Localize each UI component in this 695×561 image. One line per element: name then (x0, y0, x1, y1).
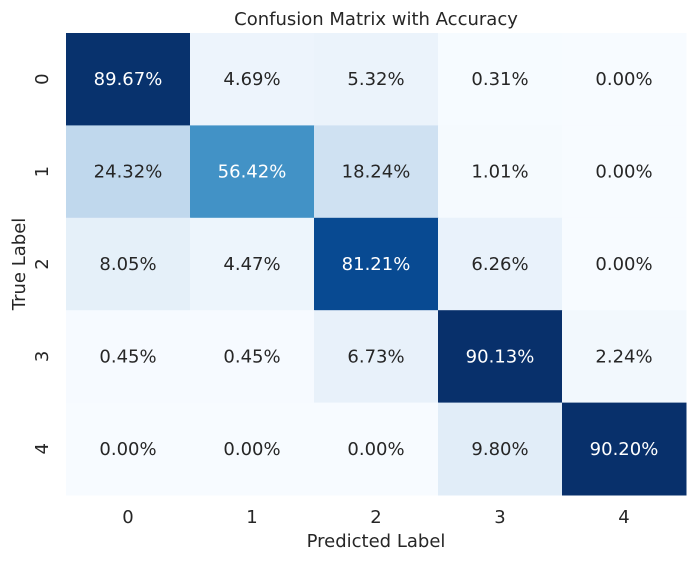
cell-label-r0-c0: 89.67% (94, 69, 163, 90)
cell-label-r1-c2: 18.24% (342, 162, 411, 183)
cell-label-r2-c0: 8.05% (99, 254, 156, 275)
heatmap-cell-r0-c4 (562, 33, 687, 126)
cell-label-r3-c2: 6.73% (347, 346, 404, 367)
cell-label-r0-c4: 0.00% (595, 69, 652, 90)
cell-label-r3-c0: 0.45% (99, 346, 156, 367)
chart-title: Confusion Matrix with Accuracy (234, 9, 518, 30)
y-tick-label: 2 (32, 258, 53, 269)
heatmap-cell-r2-c3 (438, 217, 563, 311)
y-tick-label: 4 (32, 443, 53, 454)
heatmap-cell-r4-c1 (190, 402, 315, 496)
cell-label-r3-c1: 0.45% (223, 346, 280, 367)
cell-label-r1-c4: 0.00% (595, 162, 652, 183)
x-tick-label: 4 (618, 507, 629, 528)
heatmap-cell-r3-c4 (562, 310, 687, 404)
y-axis-label: True Label (9, 218, 30, 312)
cell-label-r1-c0: 24.32% (94, 162, 163, 183)
cell-label-r1-c3: 1.01% (471, 162, 528, 183)
heatmap-cell-r3-c3 (438, 310, 563, 404)
cell-label-r4-c2: 0.00% (347, 439, 404, 460)
heatmap-cell-r3-c2 (314, 310, 439, 404)
cell-label-r4-c3: 9.80% (471, 439, 528, 460)
x-tick-label: 0 (122, 507, 133, 528)
heatmap-cell-r4-c4 (562, 402, 687, 496)
heatmap-cell-r4-c0 (66, 402, 191, 496)
heatmap-cell-r0-c2 (314, 33, 439, 126)
heatmap-cell-r2-c4 (562, 217, 687, 311)
heatmap-cell-r0-c1 (190, 33, 315, 126)
heatmap-cell-r3-c1 (190, 310, 315, 404)
cell-label-r2-c3: 6.26% (471, 254, 528, 275)
heatmap-cell-r1-c1 (190, 125, 315, 219)
heatmap-cell-r2-c1 (190, 217, 315, 311)
y-axis-ticks: 0 1 2 3 4 (32, 73, 53, 454)
heatmap-cell-labels: 89.67% 4.69% 5.32% 0.31% 0.00% 24.32% 56.42% 18… (94, 69, 659, 460)
x-tick-label: 3 (494, 507, 505, 528)
heatmap-cell-r0-c3 (438, 33, 563, 126)
y-tick-label: 0 (32, 73, 53, 84)
cell-label-r3-c3: 90.13% (466, 346, 535, 367)
heatmap-cell-r1-c0 (66, 125, 191, 219)
heatmap-cell-r2-c2 (314, 217, 439, 311)
heatmap-cell-r4-c2 (314, 402, 439, 496)
x-tick-label: 1 (246, 507, 257, 528)
cell-label-r4-c0: 0.00% (99, 439, 156, 460)
heatmap-cell-r2-c0 (66, 217, 191, 311)
heatmap-cell-r4-c3 (438, 402, 563, 496)
x-axis-ticks: 0 1 2 3 4 (122, 507, 629, 528)
cell-label-r0-c2: 5.32% (347, 69, 404, 90)
heatmap-cell-r1-c4 (562, 125, 687, 219)
cell-label-r4-c4: 90.20% (590, 439, 659, 460)
cell-label-r2-c2: 81.21% (342, 254, 411, 275)
cell-label-r4-c1: 0.00% (223, 439, 280, 460)
cell-label-r2-c4: 0.00% (595, 254, 652, 275)
heatmap-cell-r1-c2 (314, 125, 439, 219)
heatmap-cell-r0-c0 (66, 33, 191, 126)
cell-label-r3-c4: 2.24% (595, 346, 652, 367)
heatmap-cell-r3-c0 (66, 310, 191, 404)
heatmap-cell-r1-c3 (438, 125, 563, 219)
x-axis-label: Predicted Label (307, 531, 446, 552)
cell-label-r1-c1: 56.42% (218, 162, 287, 183)
cell-label-r0-c3: 0.31% (471, 69, 528, 90)
cell-label-r2-c1: 4.47% (223, 254, 280, 275)
y-tick-label: 3 (32, 351, 53, 362)
heatmap-cells (66, 33, 687, 496)
cell-label-r0-c1: 4.69% (223, 69, 280, 90)
x-tick-label: 2 (370, 507, 381, 528)
y-tick-label: 1 (32, 166, 53, 177)
